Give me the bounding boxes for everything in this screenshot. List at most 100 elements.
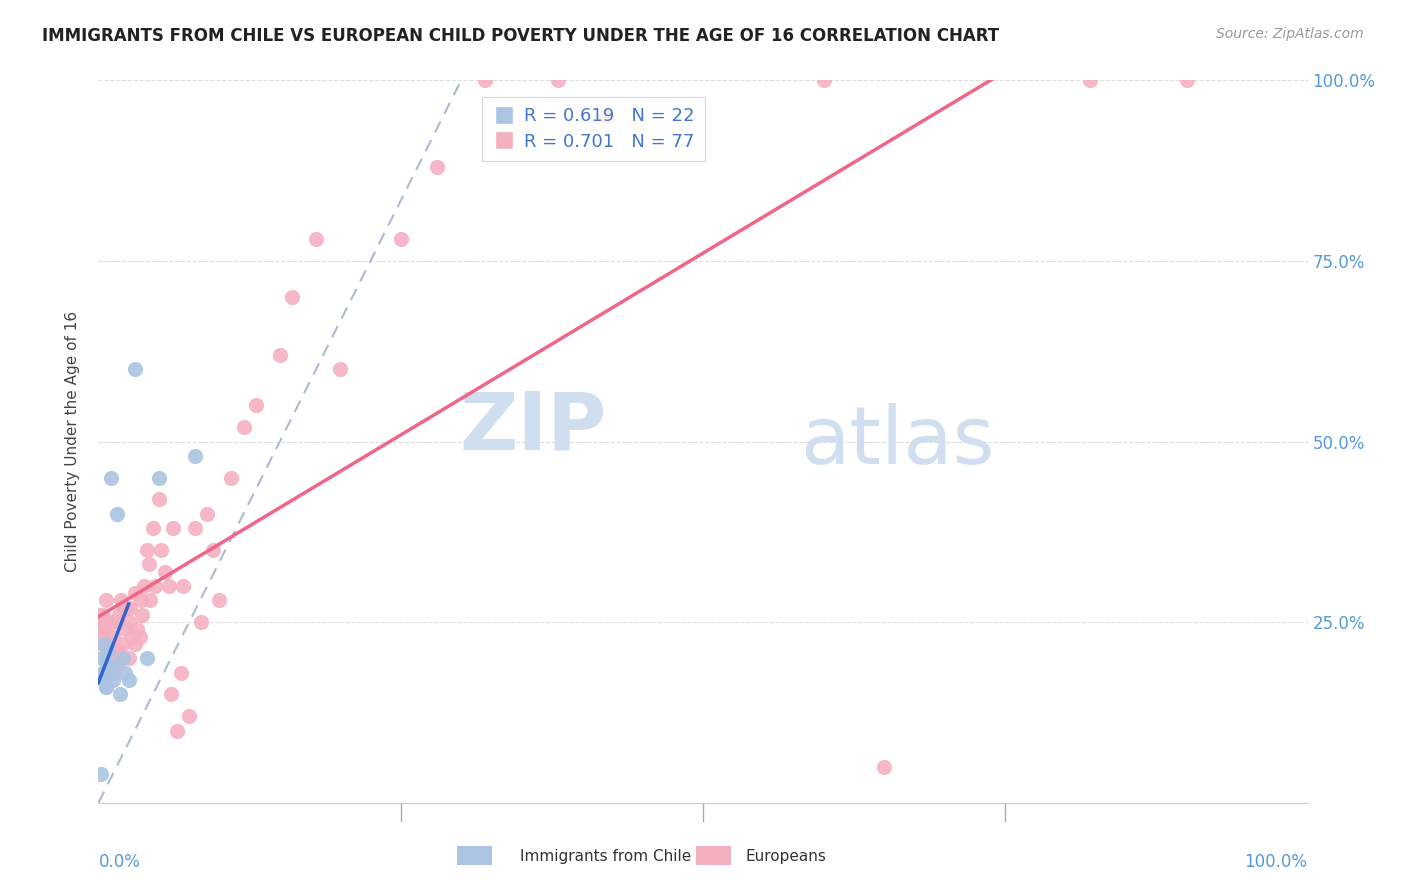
Point — [142, 521, 165, 535]
Point — [172, 579, 194, 593]
Point — [91, 665, 114, 680]
Text: ZIP: ZIP — [458, 388, 606, 467]
Point — [426, 160, 449, 174]
Text: IMMIGRANTS FROM CHILE VS EUROPEAN CHILD POVERTY UNDER THE AGE OF 16 CORRELATION : IMMIGRANTS FROM CHILE VS EUROPEAN CHILD … — [42, 27, 1000, 45]
Point — [93, 623, 115, 637]
Point — [166, 723, 188, 738]
Point — [100, 471, 122, 485]
Point — [100, 651, 122, 665]
Text: Europeans: Europeans — [745, 849, 827, 863]
Point — [105, 658, 128, 673]
Point — [107, 644, 129, 658]
Point — [118, 615, 141, 630]
Point — [100, 637, 122, 651]
Point — [162, 521, 184, 535]
Point — [94, 680, 117, 694]
Point — [97, 637, 120, 651]
Point — [118, 651, 141, 665]
Point — [98, 665, 121, 680]
Point — [105, 507, 128, 521]
Point — [190, 615, 212, 630]
Point — [111, 637, 134, 651]
Point — [179, 709, 201, 723]
Point — [108, 651, 131, 665]
Point — [101, 630, 124, 644]
Point — [329, 362, 352, 376]
Point — [108, 687, 131, 701]
Point — [97, 644, 120, 658]
Point — [547, 73, 569, 87]
Point — [157, 579, 180, 593]
Point — [93, 637, 115, 651]
Point — [101, 673, 124, 687]
Point — [103, 644, 125, 658]
Point — [89, 607, 111, 622]
Point — [90, 623, 112, 637]
Point — [124, 637, 146, 651]
Point — [91, 607, 114, 622]
Point — [128, 630, 150, 644]
Point — [195, 507, 218, 521]
Y-axis label: Child Poverty Under the Age of 16: Child Poverty Under the Age of 16 — [65, 311, 80, 572]
Text: Immigrants from Chile: Immigrants from Chile — [520, 849, 692, 863]
Point — [208, 593, 231, 607]
Point — [1175, 73, 1198, 87]
Point — [115, 600, 138, 615]
Point — [127, 623, 149, 637]
Point — [91, 637, 114, 651]
Point — [232, 420, 254, 434]
Point — [91, 673, 114, 687]
Point — [110, 593, 132, 607]
Point — [595, 109, 617, 123]
Point — [94, 680, 117, 694]
Point — [118, 673, 141, 687]
Point — [160, 687, 183, 701]
Point — [105, 615, 128, 630]
Point — [131, 607, 153, 622]
Point — [96, 658, 118, 673]
Point — [148, 492, 170, 507]
Point — [150, 542, 173, 557]
Point — [169, 665, 191, 680]
Legend: R = 0.619   N = 22, R = 0.701   N = 77: R = 0.619 N = 22, R = 0.701 N = 77 — [482, 96, 706, 161]
Point — [245, 398, 267, 412]
Point — [873, 760, 896, 774]
Point — [124, 586, 146, 600]
Point — [103, 658, 125, 673]
Point — [118, 600, 141, 615]
Point — [135, 542, 157, 557]
Point — [389, 232, 412, 246]
Point — [94, 593, 117, 607]
Point — [91, 651, 114, 665]
Point — [112, 600, 135, 615]
Point — [153, 565, 176, 579]
Point — [138, 558, 160, 572]
Point — [184, 521, 207, 535]
Point — [148, 471, 170, 485]
Point — [91, 630, 114, 644]
Point — [114, 623, 136, 637]
Point — [129, 593, 152, 607]
Point — [124, 362, 146, 376]
Point — [114, 665, 136, 680]
Point — [100, 615, 122, 630]
Point — [98, 665, 121, 680]
Point — [143, 579, 166, 593]
Point — [104, 651, 127, 665]
Point — [202, 542, 225, 557]
Text: 0.0%: 0.0% — [98, 854, 141, 871]
Point — [90, 767, 112, 781]
Text: Source: ZipAtlas.com: Source: ZipAtlas.com — [1216, 27, 1364, 41]
Point — [813, 73, 835, 87]
Point — [96, 615, 118, 630]
Point — [93, 637, 115, 651]
Point — [121, 630, 143, 644]
Text: atlas: atlas — [800, 402, 994, 481]
Point — [91, 615, 114, 630]
Point — [221, 471, 243, 485]
Point — [184, 449, 207, 463]
Point — [108, 607, 131, 622]
Point — [269, 348, 291, 362]
Point — [135, 651, 157, 665]
Point — [281, 290, 304, 304]
